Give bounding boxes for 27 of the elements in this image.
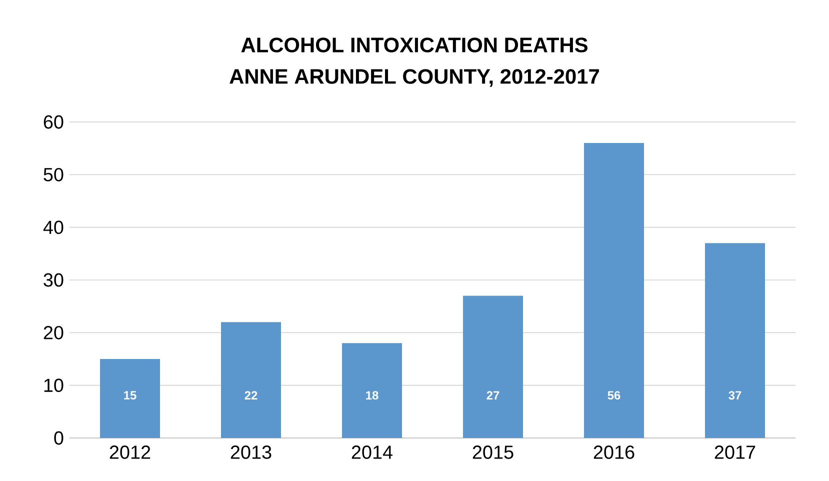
bar: [100, 358, 160, 438]
x-tick-label: 2013: [230, 446, 272, 459]
chart-subtitle: ANNE ARUNDEL COUNTY, 2012-2017: [230, 69, 599, 87]
chart-title: ALCOHOL INTOXICATION DEATHS: [241, 38, 588, 52]
data-label: 56: [608, 391, 620, 400]
y-tick-label: 40: [43, 220, 64, 234]
bar: [342, 343, 402, 438]
bar: [463, 296, 524, 438]
y-tick-label: 20: [44, 326, 64, 340]
bar: [705, 243, 765, 438]
bar: [221, 322, 282, 438]
y-tick-label: 60: [44, 115, 64, 129]
data-label: 27: [486, 391, 500, 400]
x-tick-label: 2014: [352, 446, 392, 459]
x-tick-label: 2017: [714, 446, 756, 459]
data-label: 15: [124, 391, 136, 400]
bar: [584, 143, 644, 438]
x-tick-label: 2015: [472, 446, 514, 459]
y-tick-label: 0: [54, 431, 64, 445]
data-label: 18: [366, 391, 378, 400]
data-label: 37: [728, 391, 742, 400]
y-tick-label: 10: [44, 378, 64, 392]
x-tick-label: 2016: [594, 446, 634, 459]
y-tick-label: 30: [44, 273, 64, 287]
x-tick-label: 2012: [110, 446, 150, 459]
y-tick-label: 50: [44, 168, 64, 182]
data-label: 22: [244, 391, 258, 400]
